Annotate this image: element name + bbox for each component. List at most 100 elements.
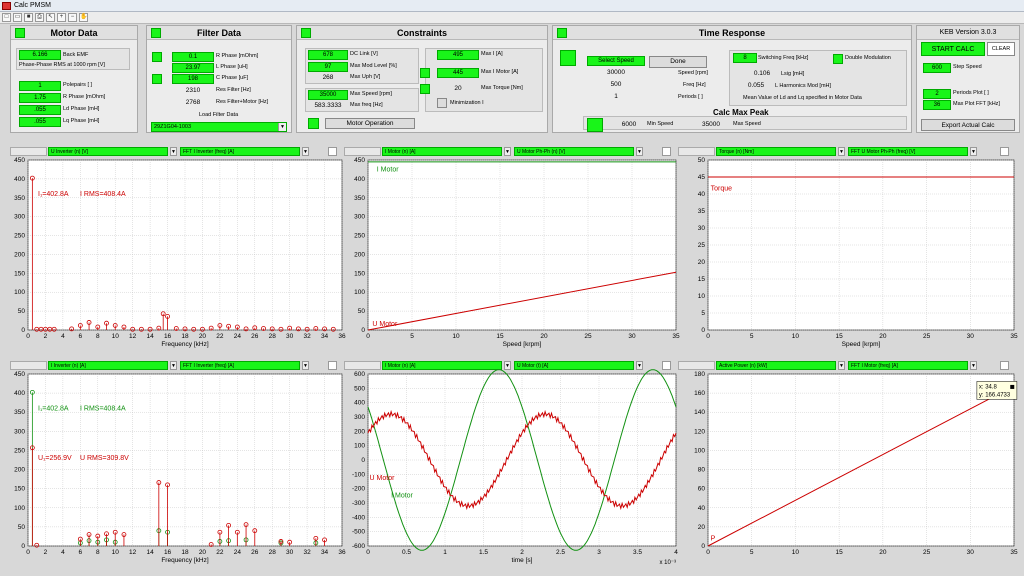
p1-stem-marker: [121, 324, 127, 330]
select-speed-button[interactable]: Select Speed: [587, 56, 645, 66]
plot5-checkbox[interactable]: [662, 361, 671, 370]
filter-c-field[interactable]: 198: [172, 74, 214, 84]
step-speed-field[interactable]: 600: [923, 63, 951, 73]
periods-plot-field[interactable]: 2: [923, 89, 951, 99]
chevron-down-icon[interactable]: ▼: [504, 147, 511, 156]
motor-operation-toggle[interactable]: [308, 118, 319, 129]
pan-icon[interactable]: ✋: [79, 13, 88, 22]
p6-series-label: P: [711, 535, 716, 542]
p4-stem-marker: [104, 531, 109, 537]
plot4-checkbox[interactable]: [328, 361, 337, 370]
save-icon[interactable]: ■: [24, 13, 33, 22]
calc-max-peak-toggle[interactable]: [587, 118, 603, 132]
plot3-select-b[interactable]: FFT U Motor Ph-Ph (freq) [V]: [848, 147, 968, 156]
dc-link-field[interactable]: 678: [308, 50, 348, 60]
r-phase-field[interactable]: 1.75: [19, 93, 61, 103]
polepairs-field[interactable]: 1: [19, 81, 61, 91]
plot1-checkbox[interactable]: [328, 147, 337, 156]
chevron-down-icon[interactable]: ▼: [970, 361, 977, 370]
minimization-toggle[interactable]: [437, 98, 447, 108]
chevron-down-icon[interactable]: ▼: [838, 361, 845, 370]
p2-y-tick-label: 250: [354, 233, 365, 240]
plot1-select-b[interactable]: FFT I Inverter (freq) [A]: [180, 147, 300, 156]
switching-freq-field[interactable]: 8: [733, 53, 757, 63]
chevron-down-icon[interactable]: ▼: [504, 361, 511, 370]
plot3-checkbox[interactable]: [1000, 147, 1009, 156]
plot3-torque-vs-speed[interactable]: 0 5 10 15 20 25 30 35 0 5 10 15 20 25 30 35 40 45 50 Speed …: [678, 157, 1024, 354]
chevron-down-icon[interactable]: ▼: [170, 147, 177, 156]
chevron-down-icon[interactable]: ▼: [278, 123, 286, 131]
pointer-icon[interactable]: ↖: [46, 13, 55, 22]
p1-x-tick-label: 24: [234, 333, 242, 340]
chevron-down-icon[interactable]: ▼: [636, 361, 643, 370]
plot2-motor-vs-speed[interactable]: 0 5 10 15 20 25 30 3505010015020025030035040045…: [344, 157, 680, 354]
clear-button[interactable]: CLEAR: [987, 42, 1015, 56]
chevron-down-icon[interactable]: ▼: [302, 361, 309, 370]
plot6-select-a[interactable]: Active Power (n) [kW]: [716, 361, 836, 370]
plot4-fft-inverter[interactable]: 0 2 4 6 8 10 12 14 16 18 20 22 24 26 28 30 32 34 360501001…: [0, 371, 346, 576]
filter-select[interactable]: 29Z1G04-1003 ▼: [151, 122, 287, 132]
plot1-fft-inverter[interactable]: 0 2 4 6 8 10 12 14 16 18 20 22 24 26 28 30 32 34 360501001…: [0, 157, 346, 354]
max-torque-value[interactable]: 20: [454, 85, 462, 92]
max-mod-field[interactable]: 97: [308, 62, 348, 72]
max-i-motor-toggle[interactable]: [420, 68, 430, 78]
new-icon[interactable]: □: [2, 13, 11, 22]
p2-x-axis-label: Speed [krpm]: [503, 341, 542, 348]
max-plot-fft-field[interactable]: 36: [923, 100, 951, 110]
plot5-select-b[interactable]: U Motor (t) [A]: [514, 361, 634, 370]
plot6-power-vs-speed[interactable]: 0 5 10 15 20 25 30 35 0 20 40 60 80 100 120 140 160 180 Px…: [678, 371, 1024, 576]
lq-phase-field[interactable]: .055: [19, 117, 61, 127]
chevron-down-icon[interactable]: ▼: [970, 147, 977, 156]
filter-r-field[interactable]: 0.1: [172, 52, 214, 62]
motor-operation-button[interactable]: Motor Operation: [325, 118, 415, 129]
plot4-selector-bar: I Inverter (n) [A] ▼ FFT I Inverter (fre…: [10, 361, 340, 371]
plot3-select-a[interactable]: Torque (n) [Nm]: [716, 147, 836, 156]
plot5-time-response[interactable]: 0 0.5 1 1.5 2 2.5 3 3.5 4 -600 -500 -400 -300 -200 -10…: [344, 369, 678, 576]
chevron-down-icon[interactable]: ▼: [170, 361, 177, 370]
chevron-down-icon[interactable]: ▼: [636, 147, 643, 156]
tr-speed-label: Speed [rpm]: [678, 70, 708, 76]
p1-stem-marker: [322, 326, 327, 332]
plot4-select-a[interactable]: I Inverter (n) [A]: [48, 361, 168, 370]
back-emf-field[interactable]: 6.166: [19, 50, 61, 60]
p5-y-tick-label: 600: [354, 371, 365, 378]
ld-phase-field[interactable]: .055: [19, 105, 61, 115]
filter-r-toggle[interactable]: [152, 52, 162, 62]
p3-y-tick-label: 30: [698, 225, 706, 232]
p1-stem-marker: [77, 323, 83, 328]
max-speed-field[interactable]: 35000: [308, 90, 348, 100]
open-icon[interactable]: ▭: [13, 13, 22, 22]
zoom-out-icon[interactable]: −: [68, 13, 77, 22]
time-response-toggle[interactable]: [560, 50, 576, 66]
chevron-down-icon[interactable]: ▼: [302, 147, 309, 156]
done-button[interactable]: Done: [649, 56, 707, 68]
plot4-select-b[interactable]: FFT I Inverter (freq) [A]: [180, 361, 300, 370]
plot2-checkbox[interactable]: [662, 147, 671, 156]
p5-y-tick-label: -600: [352, 543, 365, 550]
plot6-select-b[interactable]: FFT I Motor (freq) [A]: [848, 361, 968, 370]
max-speed-peak-value[interactable]: 35000: [701, 121, 721, 128]
min-speed-value[interactable]: 6000: [621, 121, 637, 128]
plot2-select-b[interactable]: U Motor Ph-Ph (n) [V]: [514, 147, 634, 156]
export-button[interactable]: Export Actual Calc: [921, 119, 1015, 131]
chevron-down-icon[interactable]: ▼: [838, 147, 845, 156]
zoom-in-icon[interactable]: +: [57, 13, 66, 22]
plot2-select-a[interactable]: I Motor (n) [A]: [382, 147, 502, 156]
back-emf-label: Back EMF: [63, 52, 89, 58]
p5-x-tick-label: 4: [674, 549, 678, 556]
max-torque-toggle[interactable]: [420, 84, 430, 94]
max-i-field[interactable]: 495: [437, 50, 479, 60]
p4-x-tick-label: 2: [44, 549, 48, 556]
filter-c-toggle[interactable]: [152, 74, 162, 84]
start-calc-button[interactable]: START CALC: [921, 42, 985, 56]
p6-x-tick-label: 15: [836, 549, 844, 556]
filter-l-field[interactable]: 23.97: [172, 63, 214, 73]
print-icon[interactable]: ⎙: [35, 13, 44, 22]
double-modulation-toggle[interactable]: [833, 54, 843, 64]
plot1-select-a[interactable]: U Inverter (n) [V]: [48, 147, 168, 156]
plot5-select-a[interactable]: I Motor (n) [A]: [382, 361, 502, 370]
p1-stem-marker: [130, 326, 136, 332]
max-speed-label: Max Speed [rpm]: [350, 91, 392, 97]
plot6-checkbox[interactable]: [1000, 361, 1009, 370]
max-i-motor-field[interactable]: 445: [437, 68, 479, 78]
